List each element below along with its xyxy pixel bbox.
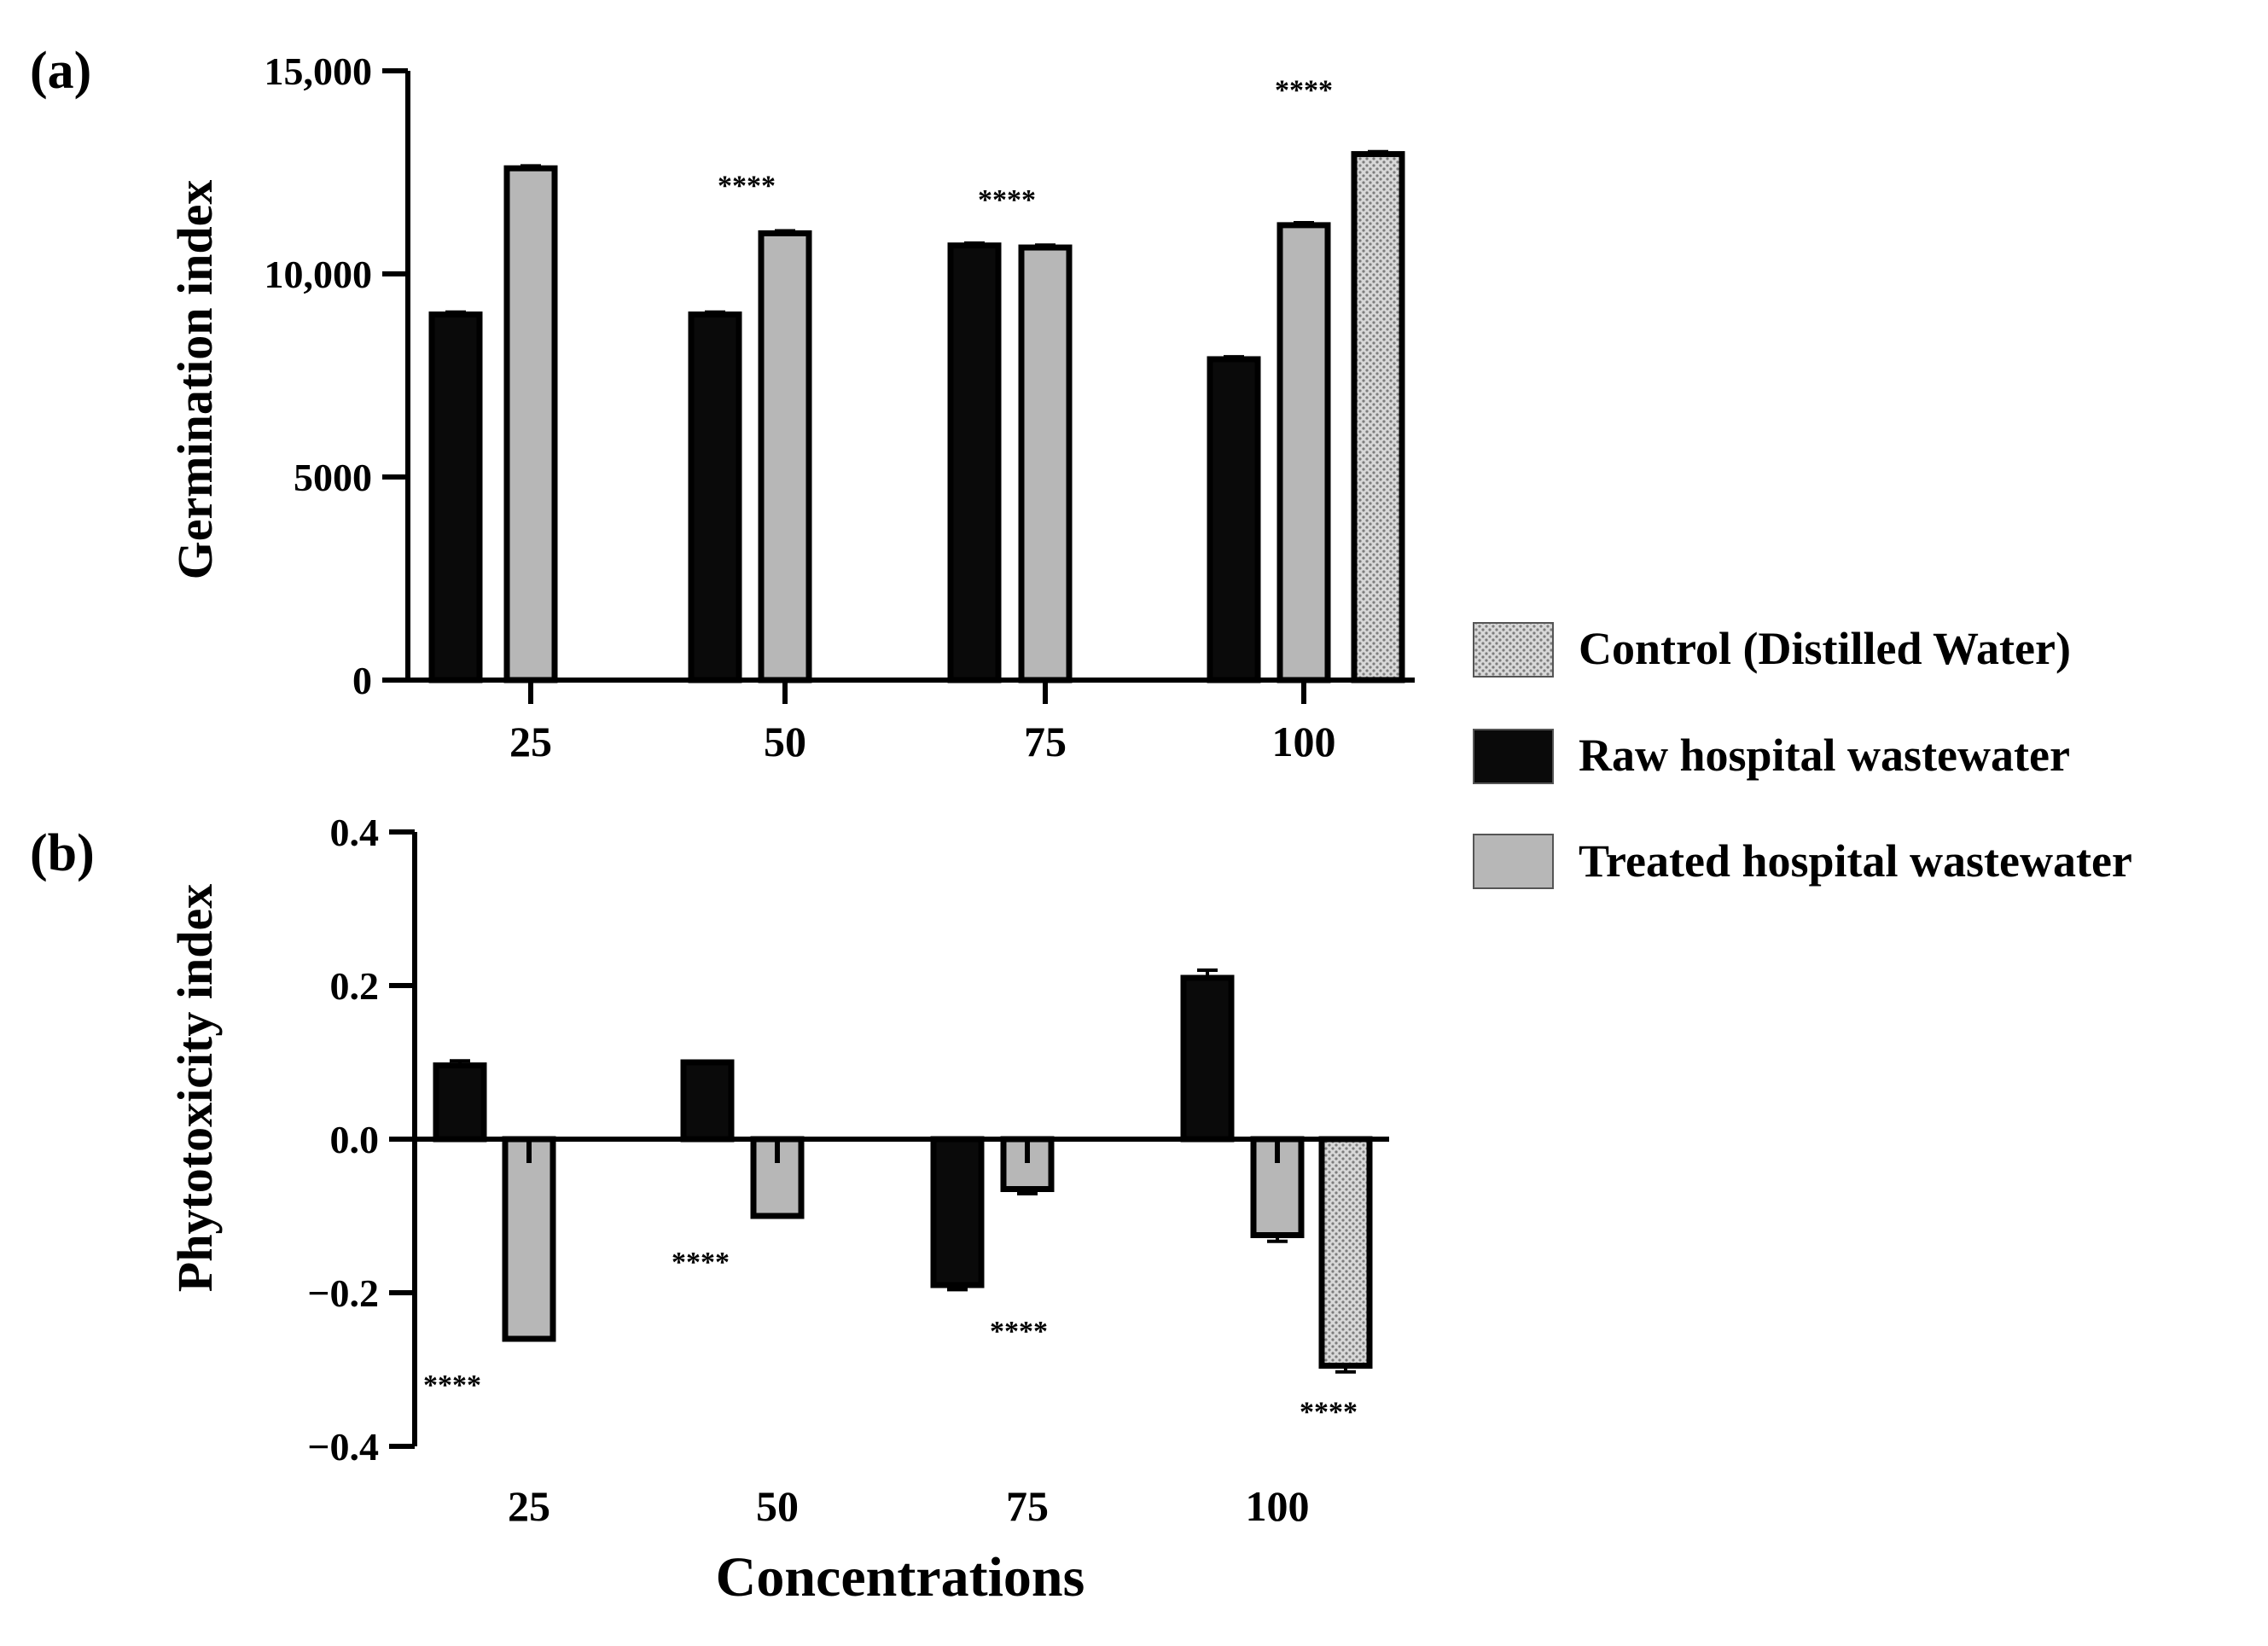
x-tick-label-25: 25 [508, 1482, 550, 1530]
significance-marker-a-100: **** [1275, 74, 1333, 106]
bar-control-100 [1318, 1136, 1373, 1369]
legend-swatch-raw [1473, 729, 1554, 784]
bar-treated-25 [502, 1136, 556, 1342]
y-tick-label-b: 0.0 [330, 1118, 380, 1161]
y-tick-label-b: 0.4 [330, 811, 380, 854]
legend: Control (Distilled Water) Raw hospital w… [1473, 622, 2132, 889]
significance-marker-b-25: **** [423, 1370, 481, 1401]
bar-raw-100 [1207, 356, 1261, 683]
legend-swatch-treated [1473, 834, 1554, 889]
legend-label-raw: Raw hospital wastewater [1579, 730, 2070, 781]
x-tick-label-100: 100 [1272, 718, 1336, 765]
x-tick-label-100: 100 [1246, 1482, 1310, 1530]
y-tick-label-b: −0.4 [307, 1425, 379, 1469]
x-tick-label-75: 75 [1006, 1482, 1049, 1530]
y-tick-label-a: 15,000 [265, 49, 373, 93]
significance-marker-b-100: **** [1300, 1397, 1358, 1428]
y-tick-label-a: 5000 [294, 456, 372, 499]
significance-marker-b-50: **** [672, 1247, 730, 1278]
x-axis-title-b: Concentrations [716, 1546, 1085, 1608]
y-tick-label-b: 0.2 [330, 964, 380, 1008]
x-tick-label-25: 25 [509, 718, 552, 765]
bar-raw-50 [688, 311, 742, 683]
y-tick-label-b: −0.2 [307, 1271, 379, 1315]
significance-marker-b-75: **** [990, 1316, 1048, 1347]
bar-raw-75 [947, 242, 1002, 683]
x-tick-label-50: 50 [756, 1482, 799, 1530]
x-tick-label-75: 75 [1024, 718, 1067, 765]
bar-raw-25 [428, 311, 483, 683]
bar-raw-75 [930, 1136, 985, 1288]
significance-marker-a-75: **** [978, 184, 1036, 216]
germination-chart: (a) Germination index 0500010,00015,000 … [30, 42, 1415, 765]
panel-label-a: (a) [30, 42, 91, 100]
significance-marker-a-50: **** [718, 171, 776, 202]
x-tick-label-50: 50 [764, 718, 806, 765]
bar-treated-100 [1276, 222, 1331, 683]
bar-treated-50 [758, 230, 812, 683]
y-axis-title-b: Phytotoxicity index [167, 884, 223, 1292]
bar-raw-50 [680, 1059, 735, 1143]
phytotoxicity-chart: (b) Phytotoxicity index Concentrations −… [30, 811, 1389, 1608]
legend-label-control: Control (Distilled Water) [1579, 623, 2071, 674]
legend-label-treated: Treated hospital wastewater [1579, 835, 2132, 887]
bar-raw-25 [433, 1062, 487, 1143]
y-tick-label-a: 10,000 [265, 253, 373, 296]
bar-treated-25 [503, 165, 558, 683]
y-axis-title-a: Germination index [167, 180, 223, 580]
panel-label-b: (b) [30, 824, 95, 882]
y-tick-label-a: 0 [352, 659, 372, 702]
bar-raw-100 [1180, 974, 1235, 1143]
bar-treated-75 [1018, 244, 1073, 683]
bar-control-100 [1351, 151, 1405, 683]
legend-swatch-control [1473, 622, 1554, 678]
